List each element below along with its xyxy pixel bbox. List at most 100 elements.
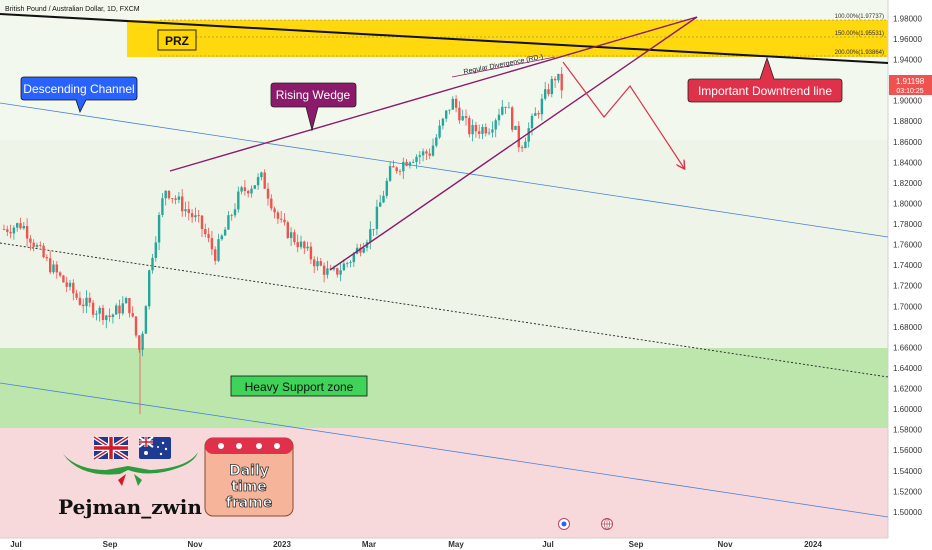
candle-body (398, 171, 402, 172)
candle-body (78, 297, 82, 305)
candle-body (530, 115, 534, 129)
candle-body (296, 242, 299, 248)
candle-body (233, 209, 237, 216)
y-tick-label: 1.90000 (893, 97, 922, 106)
wedge-lower-line[interactable] (329, 16, 698, 271)
candle-body (514, 125, 517, 130)
candle-body (68, 282, 72, 287)
candle-body (2, 229, 6, 230)
candle-body (471, 125, 474, 135)
candle-body (379, 202, 382, 207)
candle-body (240, 187, 243, 192)
y-tick-label: 1.70000 (893, 302, 922, 311)
candle-body (540, 98, 544, 115)
x-tick-label: Sep (103, 540, 118, 549)
candle-body (491, 129, 494, 133)
candle-body (487, 132, 491, 134)
support-label-box (230, 375, 368, 397)
y-tick-label: 1.98000 (893, 14, 922, 23)
x-tick-label: Mar (362, 540, 376, 549)
y-tick-label: 1.76000 (893, 241, 922, 250)
candle-body (276, 212, 280, 219)
candle-body (349, 262, 352, 263)
candle-body (289, 232, 293, 239)
candle-body (167, 190, 171, 199)
candle-body (187, 209, 190, 214)
candle-body (385, 180, 388, 196)
divergence-line (451, 56, 556, 78)
uk-flag-icon (92, 435, 130, 461)
candle-body (207, 234, 210, 239)
candle-body (65, 282, 68, 287)
x-tick-label: Jul (10, 540, 22, 549)
candle-body (237, 191, 240, 210)
candle-body (214, 249, 217, 261)
candle-body (286, 222, 289, 239)
candle-body (32, 242, 35, 247)
candle-body (115, 305, 118, 315)
y-tick-label: 1.96000 (893, 35, 922, 44)
y-axis-ticks: 1.980001.960001.940001.920001.900001.880… (893, 14, 922, 516)
candle-body (131, 313, 134, 317)
candle-body (210, 238, 214, 250)
prz-zone (127, 20, 888, 57)
candle-body (247, 190, 250, 194)
candle-body (124, 298, 128, 304)
downtrend-callout: Important Downtrend line (687, 56, 843, 103)
candle-body (227, 215, 230, 230)
candle-body (428, 153, 431, 156)
candle-body (547, 89, 550, 95)
candle-body (55, 264, 58, 273)
fib-label-150: 150.00%(1.95531) (835, 31, 884, 37)
candle-body (22, 225, 25, 229)
candle-body (243, 187, 247, 191)
y-tick-label: 1.94000 (893, 56, 922, 65)
candle-body (230, 215, 233, 217)
y-tick-label: 1.64000 (893, 364, 922, 373)
candle-body (223, 229, 227, 236)
downtrend-line[interactable] (0, 13, 889, 64)
x-tick-label: 2023 (273, 540, 291, 549)
timeframe-line1: Daily (229, 463, 269, 479)
prz-label-box (157, 29, 197, 51)
candle-body (303, 241, 306, 249)
projection-arrow (562, 61, 684, 168)
channel-mid-line[interactable] (0, 242, 889, 378)
candle-body (454, 98, 458, 108)
candle-body (75, 293, 78, 298)
candle-body (382, 195, 385, 203)
candle-body (161, 198, 164, 215)
candle-body (184, 209, 187, 212)
candle-body (263, 172, 266, 189)
y-tick-label: 1.86000 (893, 138, 922, 147)
wedge-upper-line[interactable] (169, 16, 698, 172)
candle-body (88, 297, 91, 303)
candle-body (62, 275, 65, 283)
last-price-value: 1.91198 (896, 77, 925, 86)
replay-icon[interactable] (558, 518, 570, 530)
channel-lower-line[interactable] (0, 382, 889, 518)
candle-body (190, 213, 194, 218)
candle-body (144, 306, 148, 334)
y-tick-label: 1.58000 (893, 426, 922, 435)
globe-icon[interactable] (601, 518, 613, 530)
x-tick-label: Nov (717, 540, 733, 549)
candle-body (118, 305, 121, 314)
candles (2, 67, 563, 415)
candle-body (42, 245, 45, 258)
candle-body (105, 315, 108, 321)
candle-body (481, 127, 484, 134)
chart-title: British Pound / Australian Dollar, 1D, F… (5, 6, 140, 13)
channel-upper-line[interactable] (0, 102, 889, 238)
candle-body (537, 113, 540, 115)
calendar-icon: Daily time frame (204, 437, 294, 517)
candle-body (326, 268, 329, 275)
candle-body (408, 162, 412, 166)
y-tick-label: 1.88000 (893, 117, 922, 126)
rising-wedge-label: Rising Wedge (276, 88, 351, 102)
fib-label-100: 100.00%(1.97737) (835, 14, 884, 20)
candle-body (412, 161, 415, 163)
y-tick-label: 1.74000 (893, 261, 922, 270)
candle-body (148, 270, 151, 307)
